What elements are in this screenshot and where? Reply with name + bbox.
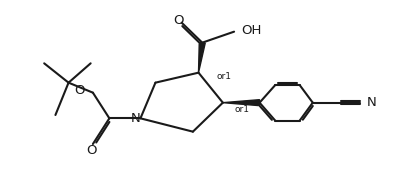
Text: or1: or1 xyxy=(234,106,249,114)
Text: O: O xyxy=(86,144,96,157)
Text: or1: or1 xyxy=(216,72,232,81)
Text: O: O xyxy=(74,85,84,98)
Polygon shape xyxy=(199,42,205,73)
Text: N: N xyxy=(131,112,140,125)
Text: O: O xyxy=(173,15,184,28)
Text: OH: OH xyxy=(241,23,261,36)
Text: N: N xyxy=(366,96,376,109)
Polygon shape xyxy=(223,100,260,106)
